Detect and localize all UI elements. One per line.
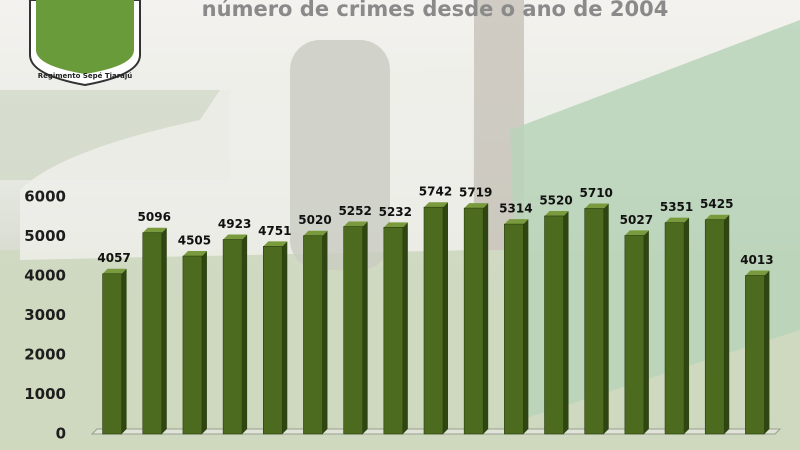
data-label: 4057 <box>97 251 130 265</box>
data-label: 5027 <box>620 213 653 227</box>
bar-top <box>102 268 127 274</box>
bar <box>745 270 770 435</box>
bar-side <box>161 227 167 434</box>
bar-front <box>142 232 163 435</box>
bar-side <box>282 241 288 434</box>
bar-side <box>483 203 489 434</box>
bar-top <box>464 203 489 209</box>
bar-side <box>643 230 649 434</box>
data-label: 5232 <box>379 205 412 219</box>
bar-top <box>584 203 609 209</box>
bar-front <box>343 226 363 435</box>
chart-title: número de crimes desde o ano de 2004 <box>202 0 669 21</box>
bar <box>102 268 127 435</box>
bar-side <box>764 270 770 434</box>
bar <box>584 203 609 435</box>
bar-side <box>402 222 408 434</box>
bar-top <box>343 221 368 227</box>
bar-front <box>222 239 243 435</box>
bar-side <box>121 268 127 434</box>
data-label: 5351 <box>660 200 693 214</box>
bar <box>303 230 328 435</box>
bar <box>343 221 368 435</box>
bar <box>463 203 489 435</box>
bar-front <box>463 207 484 435</box>
bar-front <box>664 222 685 435</box>
bar <box>423 202 448 435</box>
bar-front <box>544 215 564 435</box>
bar <box>383 222 408 435</box>
bar-front <box>704 219 725 435</box>
bar-front <box>383 227 404 435</box>
bar-front <box>624 235 645 435</box>
bar-top <box>544 210 569 216</box>
y-tick-label: 2000 <box>24 346 66 364</box>
data-label: 5252 <box>338 204 371 218</box>
bar-top <box>504 219 529 225</box>
data-label: 5096 <box>138 210 171 224</box>
bar-front <box>182 255 203 435</box>
data-label: 4751 <box>258 224 291 238</box>
bar-top <box>705 214 730 220</box>
data-label: 5710 <box>580 186 613 200</box>
bar-side <box>603 203 609 434</box>
bar <box>664 217 690 435</box>
bar-front <box>504 223 524 435</box>
bar-front <box>262 246 283 435</box>
bar-front <box>102 273 122 435</box>
bar-top <box>182 251 207 257</box>
y-tick-label: 3000 <box>24 306 66 324</box>
bar <box>544 210 569 435</box>
bar <box>504 219 529 435</box>
data-label: 4013 <box>740 253 773 267</box>
bar-front <box>303 235 323 435</box>
bar-top <box>665 217 690 223</box>
bar-side <box>684 217 690 434</box>
bar <box>262 241 288 435</box>
data-label: 5520 <box>539 193 572 207</box>
y-tick-label: 0 <box>56 425 66 443</box>
bar-top <box>263 241 288 247</box>
bar-front <box>584 208 605 435</box>
officers <box>290 40 390 270</box>
bar-side <box>523 219 529 434</box>
bar <box>704 214 730 435</box>
y-tick-label: 1000 <box>24 385 66 403</box>
bar-top <box>303 230 328 236</box>
data-label: 5742 <box>419 185 452 199</box>
bar-side <box>201 251 207 434</box>
data-label: 4923 <box>218 217 251 231</box>
bar-top <box>223 234 248 240</box>
bar-side <box>362 221 368 434</box>
bar <box>624 230 649 435</box>
data-label: 5314 <box>499 202 532 216</box>
bar-side <box>443 202 448 434</box>
data-label: 4505 <box>178 234 211 248</box>
bar-side <box>563 210 569 434</box>
bar-side <box>322 230 328 434</box>
bar <box>182 251 207 435</box>
y-tick-label: 4000 <box>24 267 66 285</box>
bar-top <box>142 227 167 233</box>
bar-front <box>745 275 765 435</box>
bar-top <box>624 230 649 236</box>
logo-field <box>36 0 134 74</box>
bar-side <box>724 214 730 434</box>
logo-text: Regimento Sepé Tiarajú <box>38 72 133 80</box>
bar-top <box>745 270 770 276</box>
y-tick-label: 6000 <box>24 188 66 206</box>
y-tick-label: 5000 <box>24 227 66 245</box>
bar <box>142 227 167 435</box>
data-label: 5020 <box>298 213 331 227</box>
bar-top <box>383 222 408 228</box>
data-label: 5719 <box>459 186 492 200</box>
bar-side <box>242 234 248 434</box>
data-label: 5425 <box>700 197 733 211</box>
bar <box>222 234 248 435</box>
bar-top <box>424 202 448 208</box>
bar-front <box>423 206 444 435</box>
